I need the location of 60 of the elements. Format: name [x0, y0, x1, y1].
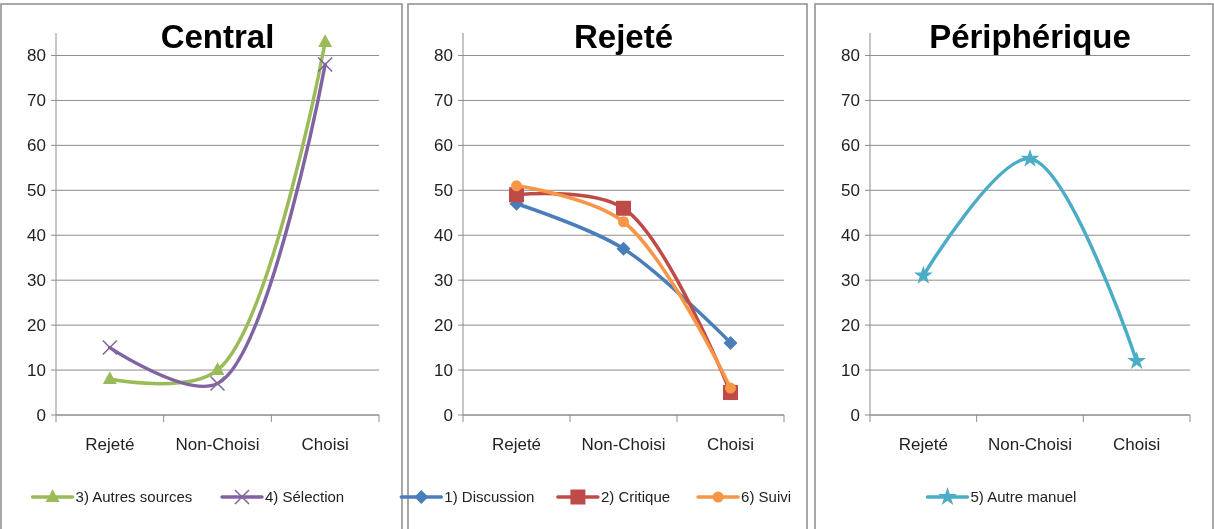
point	[618, 216, 629, 228]
x-tick-label: Choisi	[1113, 435, 1161, 454]
point	[317, 56, 333, 73]
point	[511, 180, 522, 192]
x-tick-label: Non-Choisi	[987, 435, 1073, 454]
y-tick-label: 20	[27, 316, 46, 336]
x-tick-label: Choisi	[301, 435, 349, 454]
y-tick-label: 50	[27, 181, 46, 201]
y-tick-label: 60	[27, 136, 46, 156]
point	[723, 336, 738, 351]
y-tick-label: 0	[36, 405, 46, 425]
y-tick-label: 10	[434, 361, 453, 381]
y-tick-label: 50	[841, 181, 860, 201]
point	[1020, 148, 1040, 167]
y-tick-label: 60	[841, 136, 860, 156]
x-tick-label: Non-Choisi	[175, 435, 260, 454]
x-tick-label: Rejeté	[491, 435, 542, 454]
y-tick-label: 70	[841, 91, 860, 111]
y-tick-label: 70	[27, 91, 46, 111]
y-tick-label: 40	[841, 226, 860, 246]
legend-label: 1) Discussion	[444, 488, 535, 506]
legend-label: 5) Autre manuel	[970, 488, 1077, 506]
y-tick-label: 80	[434, 46, 453, 66]
point	[102, 371, 117, 384]
chart-title: Périphérique	[929, 18, 1131, 55]
point	[102, 339, 118, 356]
legend-label: 3) Autres sources	[75, 488, 193, 506]
point	[318, 34, 333, 47]
point	[616, 200, 631, 216]
y-tick-label: 20	[434, 316, 453, 336]
point	[725, 382, 736, 394]
y-tick-label: 20	[841, 316, 860, 336]
y-tick-label: 40	[27, 226, 46, 246]
x-tick-label: Choisi	[706, 435, 755, 454]
y-tick-label: 10	[841, 361, 860, 381]
x-tick-label: Non-Choisi	[581, 435, 666, 454]
point	[616, 241, 631, 256]
y-tick-label: 10	[27, 361, 46, 381]
y-tick-label: 50	[434, 181, 453, 201]
y-tick-label: 30	[27, 271, 46, 291]
point	[913, 265, 933, 284]
legend-label: 2) Critique	[600, 488, 671, 506]
y-tick-label: 80	[27, 46, 46, 66]
point	[210, 362, 225, 375]
point	[1127, 351, 1147, 370]
x-tick-label: Rejeté	[85, 435, 135, 454]
legend-label: 6) Suivi	[741, 488, 792, 506]
y-tick-label: 0	[443, 405, 453, 425]
legend-label: 4) Sélection	[265, 488, 345, 506]
y-tick-label: 30	[841, 271, 860, 291]
y-tick-label: 70	[434, 91, 453, 111]
point	[209, 375, 226, 392]
y-tick-label: 0	[850, 405, 860, 425]
x-tick-label: Rejeté	[898, 435, 948, 454]
chart-title: Central	[160, 18, 275, 55]
chart-title: Rejeté	[573, 18, 674, 55]
y-tick-label: 40	[434, 226, 453, 246]
y-tick-label: 80	[841, 46, 860, 66]
y-tick-label: 60	[434, 136, 453, 156]
y-tick-label: 30	[434, 271, 453, 291]
